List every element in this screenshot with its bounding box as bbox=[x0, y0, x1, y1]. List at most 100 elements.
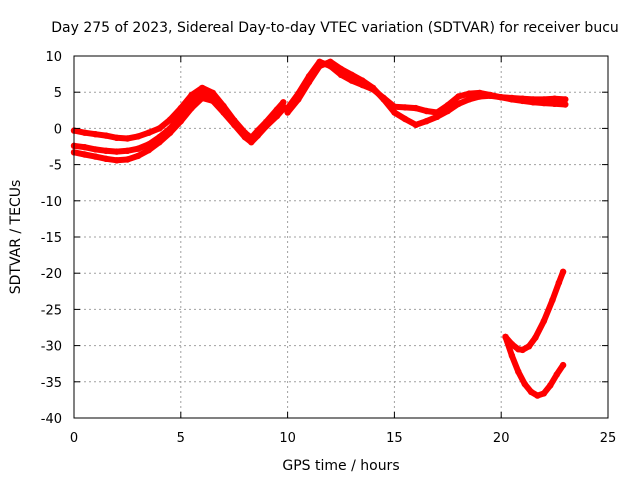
data-point bbox=[81, 144, 88, 151]
data-point bbox=[199, 90, 206, 97]
y-tick-label: -20 bbox=[41, 267, 62, 282]
data-point bbox=[508, 96, 516, 103]
data-series bbox=[70, 58, 569, 399]
data-point bbox=[455, 100, 462, 108]
data-point bbox=[444, 107, 451, 115]
data-point bbox=[534, 392, 541, 399]
data-point bbox=[188, 91, 195, 99]
y-tick-label: -25 bbox=[41, 303, 62, 318]
data-point bbox=[145, 146, 152, 154]
y-tick-label: -5 bbox=[49, 159, 62, 174]
data-point bbox=[412, 121, 419, 128]
grid-lines bbox=[74, 56, 608, 418]
y-tick-label: 10 bbox=[45, 50, 62, 65]
data-point bbox=[433, 113, 441, 121]
data-point bbox=[562, 96, 569, 103]
data-point bbox=[209, 97, 216, 105]
series-line-night-arc-lower bbox=[502, 333, 567, 399]
series-line-track-afternoon-b bbox=[284, 58, 569, 128]
data-point bbox=[113, 157, 120, 164]
data-point bbox=[540, 99, 548, 107]
y-axis-label: SDTVAR / TECUs bbox=[8, 180, 24, 295]
data-point bbox=[559, 268, 567, 275]
data-point bbox=[284, 109, 291, 116]
data-point bbox=[92, 131, 99, 138]
data-point bbox=[547, 382, 554, 389]
data-point bbox=[519, 346, 526, 354]
axis-ticks: 0 5 10 15 20 25 10 5 0 -5 -10 -15 -20 -25 -30 -35 -40 bbox=[41, 50, 617, 446]
x-axis-label: GPS time / hours bbox=[282, 458, 399, 474]
data-point bbox=[549, 296, 556, 304]
data-point bbox=[263, 123, 270, 130]
x-tick-label: 25 bbox=[600, 431, 617, 446]
chart-title: Day 275 of 2023, Sidereal Day-to-day VTE… bbox=[51, 20, 619, 36]
data-point bbox=[280, 99, 287, 106]
x-tick-label: 15 bbox=[386, 431, 403, 446]
data-point bbox=[92, 146, 99, 153]
data-point bbox=[113, 134, 120, 141]
data-point bbox=[316, 62, 323, 70]
data-point bbox=[92, 153, 99, 160]
data-point bbox=[145, 129, 152, 136]
data-point bbox=[81, 129, 88, 136]
data-point bbox=[156, 139, 163, 146]
data-point bbox=[327, 58, 334, 65]
data-point bbox=[166, 129, 174, 136]
x-tick-label: 5 bbox=[177, 431, 185, 446]
data-point bbox=[476, 93, 483, 100]
x-tick-label: 20 bbox=[493, 431, 510, 446]
data-point bbox=[124, 135, 131, 142]
data-point bbox=[502, 333, 509, 341]
data-point bbox=[177, 118, 184, 125]
data-point bbox=[525, 343, 533, 350]
data-point bbox=[508, 352, 516, 359]
y-tick-label: -10 bbox=[41, 195, 62, 210]
data-point bbox=[102, 147, 110, 154]
data-point bbox=[559, 361, 567, 369]
data-point bbox=[124, 156, 131, 163]
y-tick-label: -30 bbox=[41, 340, 62, 355]
data-point bbox=[527, 388, 535, 396]
data-point bbox=[553, 371, 560, 378]
data-point bbox=[134, 133, 142, 140]
data-point bbox=[519, 97, 526, 105]
x-tick-label: 10 bbox=[279, 431, 296, 446]
data-point bbox=[391, 109, 398, 116]
y-tick-label: -15 bbox=[41, 231, 62, 246]
data-point bbox=[487, 92, 494, 100]
data-point bbox=[295, 96, 302, 103]
y-tick-label: -40 bbox=[41, 412, 62, 427]
data-point bbox=[166, 116, 174, 123]
data-point bbox=[134, 145, 142, 152]
data-point bbox=[423, 118, 430, 125]
data-point bbox=[348, 71, 355, 79]
data-point bbox=[555, 279, 563, 286]
data-point bbox=[241, 133, 249, 141]
data-point bbox=[412, 104, 419, 112]
data-point bbox=[466, 90, 473, 97]
data-point bbox=[273, 112, 281, 120]
data-point bbox=[401, 104, 409, 111]
data-point bbox=[562, 101, 569, 108]
data-point bbox=[515, 368, 522, 375]
data-point bbox=[540, 317, 548, 325]
data-point bbox=[188, 104, 195, 112]
data-point bbox=[305, 78, 313, 86]
data-point bbox=[551, 100, 558, 108]
data-point bbox=[455, 93, 462, 100]
data-point bbox=[156, 125, 163, 132]
data-point bbox=[248, 139, 255, 146]
data-point bbox=[540, 390, 548, 397]
data-point bbox=[532, 334, 539, 341]
data-point bbox=[401, 115, 409, 123]
data-point bbox=[380, 96, 387, 103]
data-point bbox=[254, 132, 261, 139]
data-point bbox=[124, 147, 131, 154]
data-point bbox=[220, 109, 227, 116]
data-point bbox=[199, 84, 206, 92]
data-point bbox=[498, 94, 505, 101]
x-tick-label: 0 bbox=[70, 431, 78, 446]
data-point bbox=[102, 155, 110, 162]
y-tick-label: -35 bbox=[41, 376, 62, 391]
